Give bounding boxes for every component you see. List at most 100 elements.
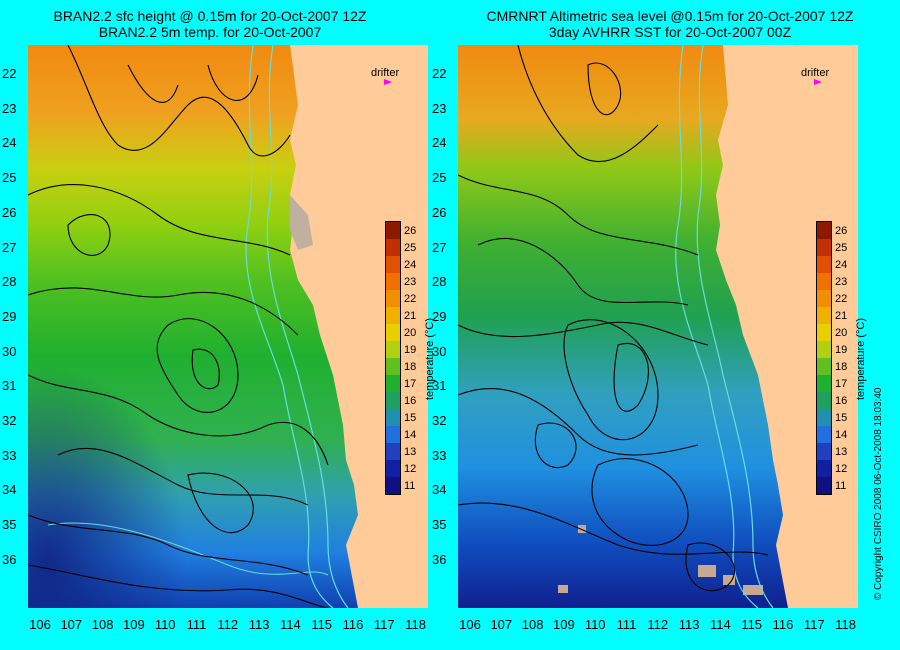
colorbar-tick-label: 23 — [835, 276, 848, 288]
latitude-label: 24 — [432, 135, 447, 151]
longitude-label: 106 — [459, 617, 481, 632]
colorbar-tick-label: 22 — [835, 293, 848, 305]
right-map-panel — [458, 45, 858, 608]
colorbar-tick-label: 12 — [404, 463, 417, 475]
latitude-label: 33 — [2, 447, 17, 463]
latitude-label: 23 — [432, 100, 447, 116]
right-title-line1: CMRNRT Altimetric sea level @0.15m for 2… — [486, 8, 854, 24]
colorbar-tick-label: 26 — [835, 225, 848, 237]
colorbar-tick-label: 17 — [404, 378, 417, 390]
colorbar-tick-label: 19 — [835, 344, 848, 356]
longitude-label: 107 — [60, 617, 83, 632]
latitude-label: 22 — [432, 66, 447, 81]
colorbar-swatch — [817, 307, 831, 324]
colorbar-tick-label: 15 — [404, 412, 417, 424]
bathymetry-contour — [696, 45, 774, 608]
colorbar-swatch — [817, 392, 831, 409]
longitude-label: 116 — [772, 617, 794, 632]
colorbar-frame — [816, 221, 832, 495]
colorbar-tick-label: 11 — [404, 480, 416, 492]
latitude-label: 30 — [432, 343, 447, 359]
colorbar-tick-label: 20 — [404, 327, 417, 339]
colorbar-swatch — [817, 222, 831, 239]
colorbar-swatch — [817, 358, 831, 375]
colorbar-tick-label: 14 — [835, 429, 848, 441]
latitude-label: 27 — [2, 239, 17, 255]
missing-data-patches — [558, 525, 763, 595]
longitude-label: 118 — [405, 617, 426, 632]
longitude-label: 115 — [311, 617, 333, 632]
colorbar-tick-label: 16 — [404, 395, 417, 407]
colorbar-swatch — [817, 375, 831, 392]
colorbar-tick-label: 11 — [835, 480, 847, 492]
colorbar-tick-label: 13 — [404, 446, 417, 458]
left-title-line1: BRAN2.2 sfc height @ 0.15m for 20-Oct-20… — [53, 8, 367, 24]
colorbar-swatch — [386, 443, 400, 460]
colorbar-swatch — [817, 426, 831, 443]
longitude-label: 106 — [29, 617, 51, 632]
latitude-label: 32 — [2, 413, 17, 428]
latitude-label: 30 — [2, 343, 17, 359]
colorbar-swatch — [386, 392, 400, 409]
bathymetry-contour — [266, 45, 349, 608]
latitude-label: 31 — [2, 378, 17, 394]
longitude-label: 113 — [678, 617, 700, 632]
left-map-panel — [28, 45, 428, 608]
longitude-label: 114 — [710, 617, 731, 632]
longitude-label: 110 — [154, 617, 176, 632]
drifter-marker — [814, 79, 822, 85]
colorbar-swatch — [386, 460, 400, 477]
colorbar-tick-label: 25 — [404, 242, 417, 254]
latitude-label: 29 — [432, 308, 447, 324]
colorbar-swatch — [386, 477, 400, 494]
latitude-label: 22 — [2, 66, 17, 81]
sea-level-contours — [28, 45, 329, 608]
colorbar-tick-label: 24 — [404, 259, 417, 271]
colorbar-frame — [385, 221, 401, 495]
longitude-label: 117 — [803, 617, 825, 632]
latitude-label: 35 — [2, 517, 17, 533]
colorbar-tick-label: 12 — [835, 463, 848, 475]
colorbar-title: temperature (°C) — [855, 317, 867, 400]
latitude-label: 35 — [432, 517, 447, 533]
latitude-label: 29 — [2, 308, 17, 324]
colorbar-swatch — [386, 273, 400, 290]
colorbar-tick-label: 15 — [835, 412, 848, 424]
latitude-label: 27 — [432, 239, 447, 255]
latitude-label: 33 — [432, 447, 447, 463]
colorbar-swatch — [817, 409, 831, 426]
longitude-label: 112 — [647, 617, 669, 632]
colorbar-tick-label: 21 — [404, 310, 417, 322]
copyright-text: © Copyright CSIRO 2008 06-Oct-2008 18:03… — [873, 387, 884, 601]
colorbar-swatch — [386, 426, 400, 443]
longitude-label: 117 — [373, 617, 395, 632]
colorbar-swatch — [386, 239, 400, 256]
colorbar-title: temperature (°C) — [424, 317, 436, 400]
colorbar-tick-label: 16 — [835, 395, 848, 407]
colorbar-tick-label: 26 — [404, 225, 417, 237]
sea-level-contours — [458, 45, 769, 592]
colorbar-swatch — [817, 341, 831, 358]
longitude-label: 108 — [521, 617, 544, 632]
colorbar-swatch — [386, 324, 400, 341]
longitude-label: 114 — [280, 617, 301, 632]
latitude-label: 28 — [432, 274, 447, 290]
colorbar-swatch — [817, 256, 831, 273]
longitude-label: 115 — [741, 617, 763, 632]
colorbar-swatch — [386, 290, 400, 307]
colorbar-tick-label: 18 — [835, 361, 848, 373]
right-map-svg — [458, 45, 858, 608]
longitude-label: 113 — [248, 617, 270, 632]
colorbar-tick-label: 13 — [835, 446, 848, 458]
latitude-label: 25 — [2, 170, 17, 186]
colorbar-swatch — [386, 409, 400, 426]
colorbar-tick-label: 24 — [835, 259, 848, 271]
drifter-marker — [384, 79, 392, 85]
latitude-label: 26 — [2, 204, 17, 220]
longitude-label: 116 — [342, 617, 364, 632]
colorbar-tick-label: 21 — [835, 310, 848, 322]
longitude-label: 109 — [123, 617, 145, 632]
colorbar-swatch — [817, 239, 831, 256]
latitude-label: 36 — [432, 551, 447, 567]
drifter-label-left: drifter — [371, 67, 400, 79]
